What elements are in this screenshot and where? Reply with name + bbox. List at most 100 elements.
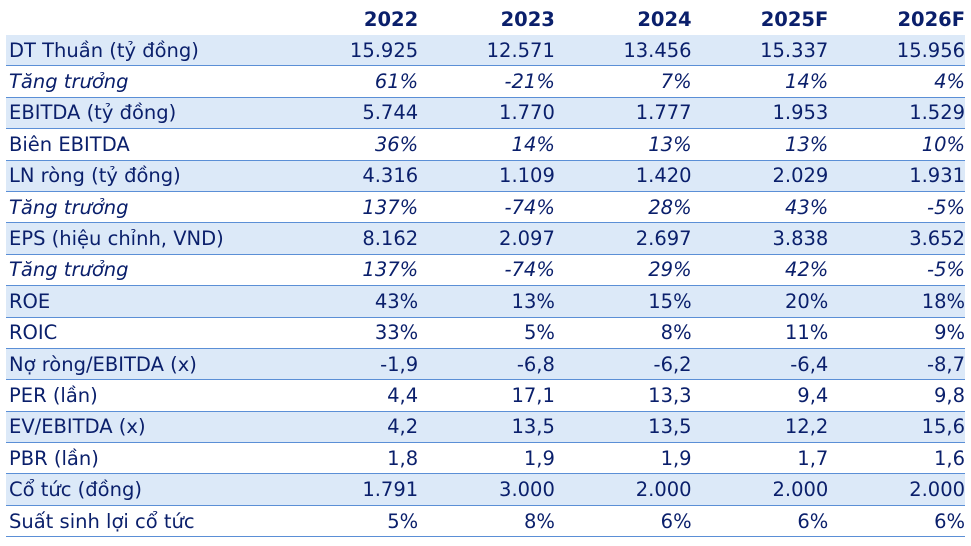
row-value: 33%	[374, 321, 419, 345]
row-label: ROE	[9, 289, 51, 313]
row-value: 5%	[523, 321, 555, 345]
row-value: 2.097	[499, 227, 555, 251]
row-label: Tăng trưởng	[9, 195, 129, 219]
table-row: EBITDA (tỷ đồng) 5.744 1.770 1.777 1.953 1.52…	[6, 97, 966, 130]
row-value: 14%	[784, 70, 829, 94]
table-row: Biên EBITDA 36% 14% 13% 13% 10%	[6, 129, 966, 161]
header-year: 2026F	[897, 8, 966, 31]
row-value: 13,3	[648, 383, 692, 407]
row-value: 8%	[523, 509, 555, 533]
row-value: 8%	[660, 321, 692, 345]
row-value: 1.791	[362, 478, 419, 502]
row-label: EPS (hiệu chỉnh, VND)	[9, 227, 224, 251]
row-label: EBITDA (tỷ đồng)	[9, 101, 177, 125]
row-value: 1,7	[797, 446, 829, 470]
table-row: EPS (hiệu chỉnh, VND) 8.162 2.097 2.697 3.83…	[6, 223, 966, 255]
row-value: 12.571	[486, 38, 555, 62]
header-row: 2022 2023 2024 2025F 2026F	[6, 4, 965, 35]
row-value: 13,5	[648, 415, 692, 439]
row-value: 9,4	[797, 383, 829, 407]
header-year: 2025F	[760, 8, 829, 31]
table-row: Nợ ròng/EBITDA (x) -1,9 -6,8 -6,2 -6,4 -8,7	[6, 348, 966, 381]
row-value: 12,2	[784, 415, 829, 439]
row-value: 15.925	[349, 38, 419, 62]
row-value: 10%	[921, 132, 966, 156]
row-value: 29%	[648, 258, 692, 282]
row-value: 2.000	[772, 478, 829, 502]
table-row: Tăng trưởng 61% -21% 7% 14% 4%	[6, 66, 966, 98]
row-label: Biên EBITDA	[9, 132, 130, 156]
row-value: 15.956	[896, 38, 966, 62]
row-value: 9,8	[934, 383, 966, 407]
table-row: Suất sinh lợi cổ tức 5% 8% 6% 6% 6%	[6, 506, 966, 538]
table-row: Tăng trưởng 137% -74% 28% 43% -5%	[6, 192, 965, 224]
row-value: -8,7	[926, 352, 966, 376]
row-label: Cổ tức (đồng)	[9, 478, 142, 502]
row-value: 1,8	[387, 446, 419, 470]
row-label: Nợ ròng/EBITDA (x)	[9, 352, 197, 376]
financial-summary-table: 2022 2023 2024 2025F 2026F DT Thuần (tỷ …	[6, 4, 966, 538]
row-value: 1,9	[523, 446, 555, 470]
row-value: 4%	[934, 70, 966, 94]
row-label: ROIC	[9, 321, 58, 345]
row-value: 14%	[511, 132, 555, 156]
row-value: 13.456	[623, 38, 692, 62]
row-value: 6%	[797, 509, 829, 533]
row-value: 11%	[784, 321, 829, 345]
row-value: 18%	[921, 289, 966, 313]
row-value: 137%	[362, 195, 419, 219]
row-label: Tăng trưởng	[9, 258, 129, 282]
row-value: -74%	[504, 195, 555, 219]
row-value: 13%	[511, 289, 555, 313]
table-row: Cổ tức (đồng) 1.791 3.000 2.000 2.000 2.000	[6, 474, 966, 506]
row-value: 1,9	[660, 446, 692, 470]
row-value: 1.529	[909, 101, 966, 125]
header-year: 2023	[500, 8, 555, 31]
row-value: 9%	[934, 321, 966, 345]
row-value: -6,4	[790, 352, 829, 376]
row-value: 61%	[374, 70, 419, 94]
row-label: DT Thuần (tỷ đồng)	[9, 38, 199, 62]
row-value: 2.000	[635, 478, 692, 502]
header-year: 2022	[363, 8, 419, 31]
row-label: PER (lần)	[9, 383, 98, 407]
row-value: 2.029	[772, 164, 829, 188]
row-value: 17,1	[511, 383, 555, 407]
row-value: 43%	[784, 195, 829, 219]
row-value: 4,2	[387, 415, 419, 439]
row-value: 28%	[648, 195, 692, 219]
row-value: 3.652	[909, 227, 966, 251]
table-row: PBR (lần) 1,8 1,9 1,9 1,7 1,6	[6, 443, 966, 475]
row-value: -6,8	[516, 352, 555, 376]
row-value: 1,6	[934, 446, 966, 470]
row-value: 6%	[660, 509, 692, 533]
row-value: 137%	[362, 258, 419, 282]
row-value: 4.316	[362, 164, 419, 188]
row-value: 1.953	[772, 101, 829, 125]
row-value: 1.109	[499, 164, 555, 188]
table-row: ROE 43% 13% 15% 20% 18%	[6, 286, 966, 318]
row-value: 15.337	[760, 38, 829, 62]
row-value: 2.000	[909, 478, 966, 502]
row-value: 1.420	[635, 164, 692, 188]
row-value: 36%	[374, 132, 419, 156]
row-label: Suất sinh lợi cổ tức	[9, 509, 195, 533]
row-value: 5%	[387, 509, 419, 533]
row-label: PBR (lần)	[9, 446, 99, 470]
row-value: 6%	[934, 509, 966, 533]
row-value: 13,5	[511, 415, 555, 439]
row-value: 13%	[784, 132, 829, 156]
header-year: 2024	[637, 8, 692, 31]
row-label: LN ròng (tỷ đồng)	[9, 164, 181, 188]
row-label: Tăng trưởng	[9, 70, 129, 94]
row-value: 43%	[374, 289, 419, 313]
row-value: 15,6	[921, 415, 966, 439]
row-value: 1.931	[909, 164, 966, 188]
table-row: ROIC 33% 5% 8% 11% 9%	[6, 318, 965, 349]
row-value: -21%	[504, 70, 555, 94]
table-row: PER (lần) 4,4 17,1 13,3 9,4 9,8	[6, 380, 966, 412]
row-value: -74%	[504, 258, 555, 282]
row-value: 42%	[784, 258, 829, 282]
row-value: 13%	[648, 132, 692, 156]
row-value: 2.697	[635, 227, 692, 251]
